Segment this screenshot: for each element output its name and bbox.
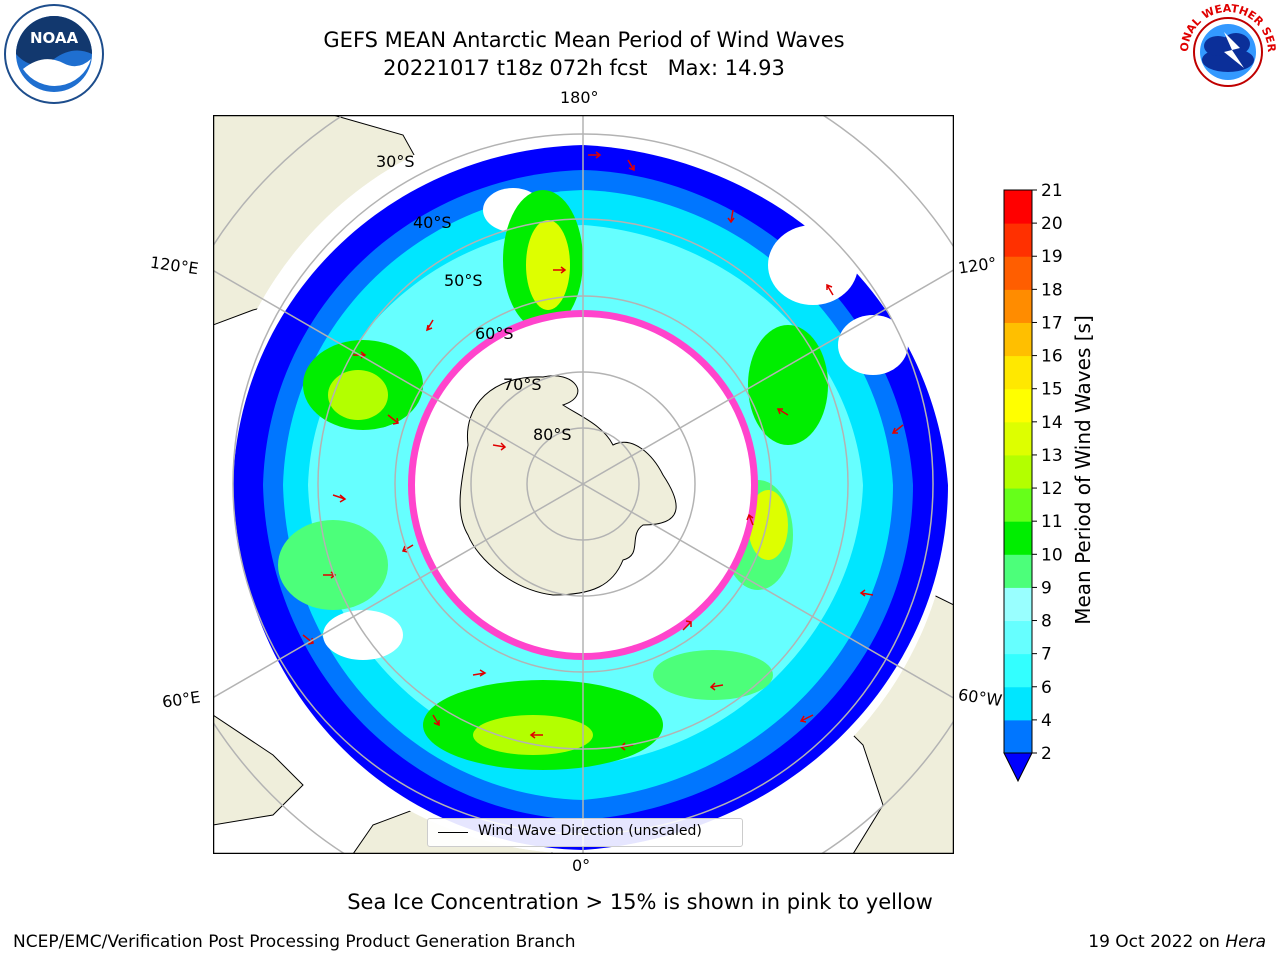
run-date-text: 19 Oct 2022 on: [1088, 932, 1220, 952]
noaa-logo: NOAA: [4, 4, 104, 104]
colorbar-tick-label: 14: [1041, 413, 1063, 433]
colorbar-tick-label: 8: [1041, 612, 1052, 632]
chart-subtitle: 20221017 t18z 072h fcst Max: 14.93: [383, 56, 785, 80]
lon-label-180: 180°: [560, 88, 599, 107]
colorbar-swatch: [1004, 488, 1032, 522]
lat-label-50s: 50°S: [444, 271, 483, 290]
lat-label-40s: 40°S: [413, 213, 452, 232]
lon-label-60e: 60°E: [160, 687, 202, 712]
colorbar-tick-label: 18: [1041, 280, 1063, 300]
map-panel: [213, 115, 954, 854]
colorbar-swatch: [1004, 454, 1032, 489]
credit-line: NCEP/EMC/Verification Post Processing Pr…: [13, 932, 576, 952]
colorbar-swatch: [1004, 719, 1032, 754]
colorbar-frame: [1003, 189, 1033, 754]
graticule: [213, 115, 954, 854]
colorbar-tick-label: 10: [1041, 545, 1063, 565]
colorbar-tick-label: 7: [1041, 645, 1052, 665]
lat-label-30s: 30°S: [376, 152, 415, 171]
lat-label-60s: 60°S: [475, 324, 514, 343]
lon-label-120e: 120°E: [148, 252, 200, 279]
colorbar: 2 4 6 7 8 9 10 11 12 13 14 15 16 17 18 19 20 21: [1003, 181, 1063, 783]
colorbar-swatch: [1004, 190, 1032, 224]
colorbar-tick-label: 6: [1041, 678, 1052, 698]
colorbar-tick-label: 11: [1041, 512, 1063, 532]
colorbar-swatch: [1004, 587, 1032, 622]
colorbar-swatch: [1004, 521, 1032, 555]
colorbar-swatch: [1004, 322, 1032, 357]
colorbar-tick-label: 17: [1041, 313, 1063, 333]
colorbar-under-extension: [1003, 752, 1033, 783]
colorbar-swatch: [1004, 554, 1032, 588]
colorbar-label: Mean Period of Wind Waves [s]: [1071, 315, 1095, 625]
colorbar-tick-label: 21: [1041, 181, 1063, 201]
colorbar-swatch: [1004, 388, 1032, 423]
colorbar-tick-label: 9: [1041, 578, 1052, 598]
lat-label-80s: 80°S: [533, 425, 572, 444]
map-legend: Wind Wave Direction (unscaled): [427, 818, 743, 847]
legend-label: Wind Wave Direction (unscaled): [478, 823, 702, 839]
legend-line-swatch: [438, 832, 468, 833]
colorbar-swatch: [1004, 421, 1032, 456]
colorbar-swatch: [1004, 355, 1032, 390]
sea-ice-note: Sea Ice Concentration > 15% is shown in …: [347, 890, 933, 914]
colorbar-tick-label: 16: [1041, 347, 1063, 367]
colorbar-tick-label: 4: [1041, 711, 1052, 731]
wave-period-field: [213, 115, 953, 854]
colorbar-swatch: [1004, 256, 1032, 290]
colorbar-swatch: [1004, 223, 1032, 257]
colorbar-swatch: [1004, 289, 1032, 323]
colorbar-tick-label: 20: [1041, 214, 1063, 234]
colorbar-tick-label: 19: [1041, 247, 1063, 267]
colorbar-swatch: [1004, 686, 1032, 721]
colorbar-tick-label: 15: [1041, 380, 1063, 400]
chart-title: GEFS MEAN Antarctic Mean Period of Wind …: [323, 28, 845, 52]
lat-label-70s: 70°S: [503, 375, 542, 394]
nws-logo: NATIONAL WEATHER SERVICE: [1178, 2, 1278, 100]
colorbar-tick-label: 12: [1041, 479, 1063, 499]
run-date: 19 Oct 2022 on Hera: [1088, 932, 1266, 952]
colorbar-tick-label: 13: [1041, 446, 1063, 466]
lon-label-0: 0°: [572, 856, 591, 875]
colorbar-swatch: [1004, 620, 1032, 655]
noaa-logo-text: NOAA: [30, 29, 79, 47]
colorbar-tick-label: 2: [1041, 744, 1052, 764]
colorbar-swatch: [1004, 653, 1032, 688]
machine-name: Hera: [1225, 932, 1266, 952]
